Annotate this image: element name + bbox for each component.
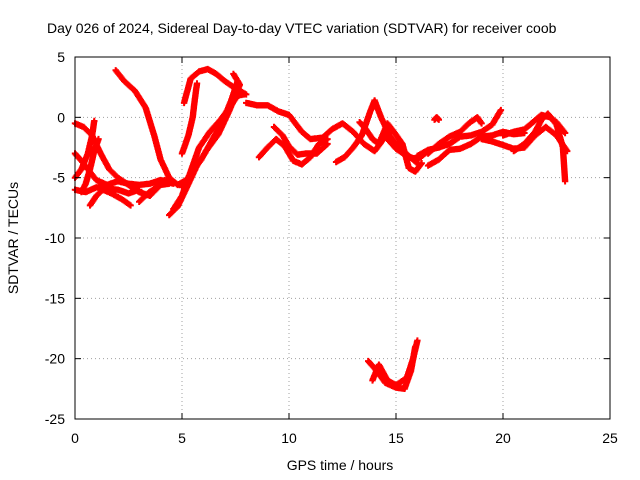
x-tick-label: 25 [602,430,618,446]
y-tick-label: -10 [45,230,65,246]
series-markers [424,114,485,157]
series-track-06 [78,135,102,196]
series-track-23 [431,114,442,123]
series-track-22 [424,114,485,157]
series-track-19 [356,119,425,175]
series-markers [178,80,201,157]
series-markers [178,77,241,191]
series-markers [369,337,421,389]
series-markers [356,119,425,175]
axis-ticks: 0 5 10 15 20 25 -25 -20 -15 -10 -5 0 5 [45,49,618,446]
series-track-12 [178,80,201,157]
series-markers [86,186,134,209]
series-markers [78,135,102,196]
chart-title: Day 026 of 2024, Sidereal Day-to-day VTE… [47,20,557,36]
series-track-16 [270,123,331,158]
y-tick-label: 5 [57,49,65,65]
series-track-08 [136,176,169,205]
series-track-28 [369,337,421,389]
series-markers [180,65,250,107]
x-tick-label: 15 [388,430,404,446]
series-markers [431,114,442,123]
y-tick-label: -5 [53,170,66,186]
grid-lines [75,57,610,419]
series-track-05 [86,186,134,209]
series-markers [270,123,331,158]
series-track-26 [510,110,569,185]
series-markers [510,110,569,185]
x-tick-label: 5 [178,430,186,446]
y-tick-label: 0 [57,109,65,125]
y-axis-label: SDTVAR / TECUs [5,182,21,294]
series-markers [112,67,190,189]
x-axis-label: GPS time / hours [287,457,394,473]
y-tick-label: -15 [45,290,65,306]
y-tick-label: -20 [45,351,65,367]
series-markers [136,176,169,205]
series-track-14 [243,99,325,143]
x-tick-label: 0 [71,430,79,446]
x-tick-label: 10 [281,430,297,446]
series-markers [243,99,325,143]
series-track-13 [180,65,250,107]
data-series [71,65,571,392]
x-tick-label: 20 [495,430,511,446]
series-track-11 [178,77,241,191]
series-track-07 [112,67,190,189]
y-tick-label: -25 [45,411,65,427]
